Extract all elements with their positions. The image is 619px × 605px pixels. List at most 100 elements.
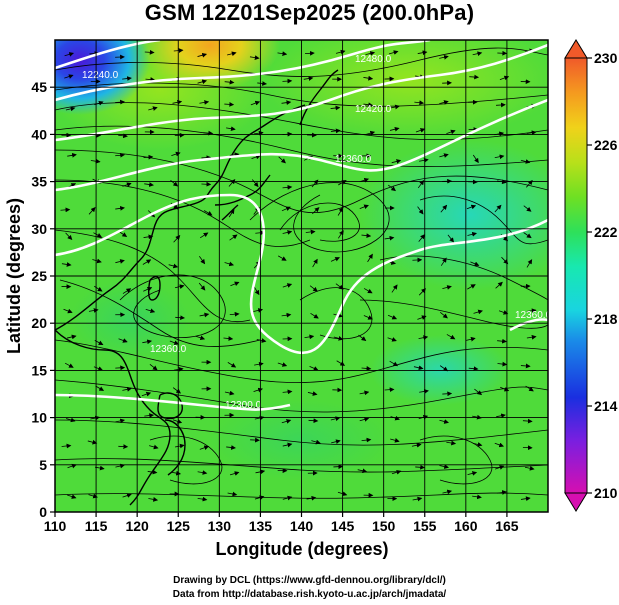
wind-arrow [282, 283, 293, 288]
wind-arrow [67, 463, 77, 469]
wind-arrow [122, 182, 132, 187]
x-axis: 110 115 120 125 130 135 140 145 150 155 160 165 [44, 512, 519, 534]
wind-arrow [361, 233, 372, 238]
wind-arrow [304, 334, 315, 340]
wind-arrow [467, 231, 477, 237]
wind-arrow [145, 308, 156, 314]
wind-arrow [307, 391, 318, 396]
wind-arrow [63, 308, 73, 314]
colorbar-min-arrow [564, 492, 588, 512]
wind-arrow [67, 152, 77, 158]
wind-arrow [525, 385, 534, 392]
wind-arrow [472, 51, 483, 56]
wind-arrow [87, 439, 98, 445]
wind-arrow [115, 205, 125, 211]
y-tick-label: 20 [31, 315, 47, 331]
wind-arrow [255, 469, 266, 475]
y-tick-label: 0 [39, 504, 47, 520]
x-tick-label: 165 [495, 518, 519, 534]
wind-arrow [363, 288, 373, 294]
contour-label: 12480.0 [355, 54, 392, 65]
wind-arrow [365, 51, 376, 56]
wind-arrow [439, 153, 449, 158]
wind-arrow [148, 496, 159, 502]
wind-arrow [497, 338, 507, 344]
wind-arrow [446, 129, 456, 135]
wind-arrow [64, 74, 74, 79]
wind-arrow [361, 437, 372, 443]
wind-arrow [118, 133, 128, 139]
wind-arrow [442, 391, 453, 397]
wind-arrow [309, 365, 319, 371]
wind-arrow [282, 230, 293, 235]
x-tick-label: 160 [454, 518, 478, 534]
wind-arrow [526, 334, 537, 340]
wind-arrow [224, 102, 235, 107]
wind-arrow [359, 390, 370, 396]
colorbar-tick-label: 210 [594, 485, 618, 501]
wind-arrow [466, 336, 476, 342]
wind-arrow [391, 284, 398, 293]
wind-arrow [522, 418, 533, 424]
wind-arrow [250, 100, 261, 106]
wind-arrow [470, 261, 480, 267]
wind-arrow [93, 366, 104, 371]
colorbar: 210 214 218 222 226 230 [564, 39, 618, 512]
wind-arrow [335, 49, 346, 55]
wind-arrow [67, 494, 77, 499]
wind-arrow [93, 232, 103, 238]
wind-arrow [201, 181, 212, 187]
wind-arrow [144, 49, 155, 55]
wind-arrow [118, 338, 128, 343]
wind-arrow [520, 363, 531, 369]
wind-arrow [115, 365, 126, 371]
x-tick-label: 135 [249, 518, 273, 534]
wind-arrow [391, 469, 402, 475]
wind-arrow [148, 106, 158, 111]
wind-arrow [197, 79, 207, 85]
wind-arrow [60, 207, 71, 213]
contour-label: 12360.0 [335, 154, 372, 165]
wind-arrow [440, 204, 448, 213]
wind-arrow [526, 259, 533, 268]
wind-arrow [199, 100, 210, 105]
lat-lon-grid [55, 40, 548, 512]
wind-arrow [65, 232, 73, 241]
wind-arrow [389, 126, 400, 132]
wind-arrow [312, 258, 318, 268]
wind-arrow [495, 102, 506, 108]
wind-arrow [440, 257, 447, 266]
wind-arrow [277, 362, 288, 367]
y-axis-label: Latitude (degrees) [4, 198, 24, 354]
wind-arrow [92, 258, 102, 264]
contour-label: 12240.0 [82, 70, 119, 81]
wind-arrow [310, 312, 319, 319]
wind-arrow [64, 52, 75, 57]
wind-arrow [496, 413, 506, 419]
x-axis-label: Longitude (degrees) [215, 539, 388, 559]
wind-arrow [253, 130, 264, 136]
wind-arrow [281, 206, 291, 212]
wind-arrow [282, 78, 293, 84]
wind-arrow [122, 386, 132, 392]
wind-arrow [526, 130, 537, 136]
wind-arrow [173, 235, 181, 243]
wind-arrow [230, 281, 240, 287]
wind-arrow [251, 179, 259, 188]
wind-arrow [306, 495, 317, 501]
wind-arrow [171, 470, 182, 476]
wind-arrow [227, 491, 238, 497]
wind-arrow [90, 158, 101, 164]
wind-arrow [256, 338, 267, 343]
wind-arrow [336, 360, 346, 366]
wind-arrow [224, 390, 235, 396]
wind-arrow [418, 335, 429, 340]
wind-arrow [440, 311, 448, 319]
wind-arrow [472, 154, 479, 164]
wind-arrow [309, 285, 318, 292]
wind-arrow [172, 99, 183, 105]
wind-arrow [223, 336, 234, 341]
wind-arrow [304, 50, 315, 56]
wind-arrow [473, 309, 483, 315]
wind-arrow [143, 287, 153, 292]
